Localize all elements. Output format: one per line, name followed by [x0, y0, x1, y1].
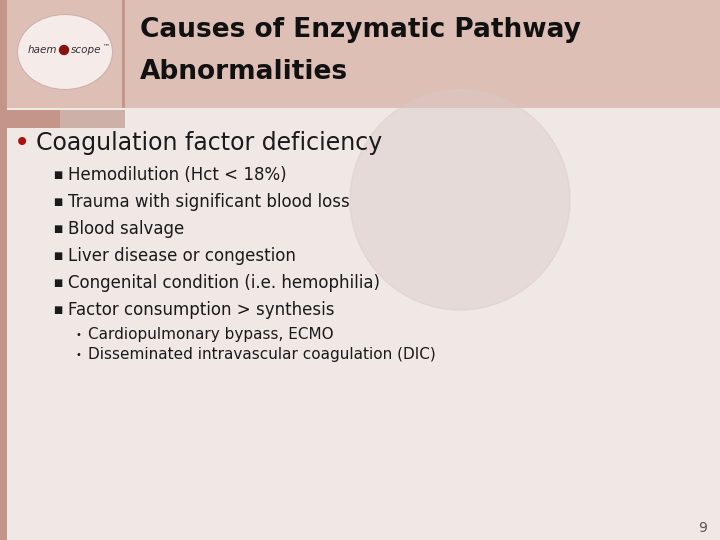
Text: •: • — [14, 129, 30, 157]
Text: ■: ■ — [53, 305, 63, 315]
Bar — [60, 110, 125, 128]
Text: ■: ■ — [53, 278, 63, 288]
Text: haem: haem — [27, 45, 57, 55]
Text: Abnormalities: Abnormalities — [140, 59, 348, 85]
Text: Factor consumption > synthesis: Factor consumption > synthesis — [68, 301, 335, 319]
Text: 9: 9 — [698, 521, 708, 535]
Bar — [0, 110, 60, 128]
Text: •: • — [75, 330, 81, 340]
Text: Causes of Enzymatic Pathway: Causes of Enzymatic Pathway — [140, 17, 581, 43]
Circle shape — [350, 90, 570, 310]
Text: Hemodilution (Hct < 18%): Hemodilution (Hct < 18%) — [68, 166, 287, 184]
Text: Congenital condition (i.e. hemophilia): Congenital condition (i.e. hemophilia) — [68, 274, 380, 292]
Text: ™: ™ — [103, 43, 110, 49]
Text: •: • — [75, 350, 81, 360]
Circle shape — [60, 45, 68, 55]
Text: ■: ■ — [53, 197, 63, 207]
Text: Disseminated intravascular coagulation (DIC): Disseminated intravascular coagulation (… — [88, 348, 436, 362]
Text: ■: ■ — [53, 224, 63, 234]
Bar — [0, 0, 720, 108]
Bar — [122, 0, 125, 108]
Text: Trauma with significant blood loss: Trauma with significant blood loss — [68, 193, 350, 211]
Ellipse shape — [17, 15, 112, 90]
Text: Cardiopulmonary bypass, ECMO: Cardiopulmonary bypass, ECMO — [88, 327, 333, 342]
Text: Coagulation factor deficiency: Coagulation factor deficiency — [36, 131, 382, 155]
Text: ■: ■ — [53, 251, 63, 261]
Text: Blood salvage: Blood salvage — [68, 220, 184, 238]
Text: scope: scope — [71, 45, 102, 55]
Bar — [0, 0, 7, 540]
Text: Liver disease or congestion: Liver disease or congestion — [68, 247, 296, 265]
Text: ■: ■ — [53, 170, 63, 180]
